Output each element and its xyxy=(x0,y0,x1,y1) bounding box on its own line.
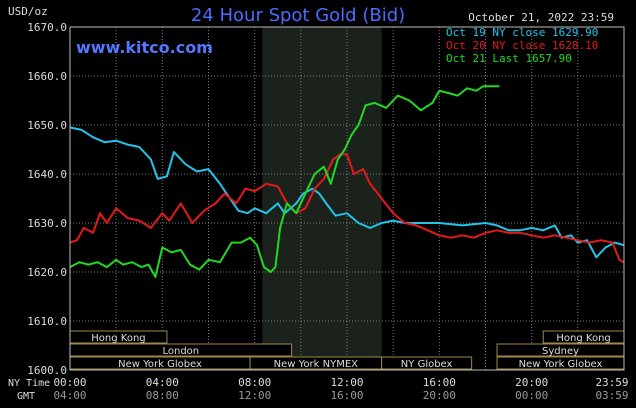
market-session-boxes: Hong Kong London New York Globex New York N… xyxy=(69,330,625,370)
y-tick-label: 1640.0 xyxy=(27,168,67,181)
x-tick-label-ny: 04:00 xyxy=(146,376,179,389)
market-session-box xyxy=(381,356,473,370)
x-tick-label-gmt: 00:00 xyxy=(515,389,548,402)
y-tick-label: 1610.0 xyxy=(27,315,67,328)
chart-date: October 21, 2022 23:59 xyxy=(468,11,614,24)
market-session-label: New York Globex xyxy=(118,359,202,370)
x-tick-label-gmt: 03:59 xyxy=(595,389,628,402)
x-tick-label-gmt: 12:00 xyxy=(238,389,271,402)
market-session-label: Hong Kong xyxy=(91,333,145,344)
market-session-label: NY Globex xyxy=(401,359,453,370)
x-tick-label-ny: 00:00 xyxy=(53,376,86,389)
kitco-watermark: www.kitco.com xyxy=(76,38,213,57)
legend-series-3: Oct 21 Last 1657.90 xyxy=(446,52,572,65)
market-session-label: Sydney xyxy=(542,346,579,357)
legend-series-2: Oct 20 NY close 1628.10 xyxy=(446,39,598,52)
market-session-label: New York NYMEX xyxy=(274,359,359,370)
gmt-label: GMT xyxy=(17,391,35,402)
y-tick-label: 1600.0 xyxy=(27,364,67,377)
y-tick-label: 1660.0 xyxy=(27,70,67,83)
series-line-3 xyxy=(69,85,500,278)
x-tick-label-gmt: 16:00 xyxy=(330,389,363,402)
x-tick-label-gmt: 04:00 xyxy=(53,389,86,402)
series-line-2 xyxy=(69,153,625,264)
legend: Oct 19 NY close 1629.90 Oct 20 NY close … xyxy=(446,26,598,65)
ny-time-label: NY Time xyxy=(8,378,50,389)
y-tick-label: 1670.0 xyxy=(27,21,67,34)
y-axis-unit-label: USD/oz xyxy=(8,5,48,18)
x-tick-label-ny: 23:59 xyxy=(595,376,628,389)
series-lines xyxy=(69,85,625,278)
market-session-label: New York Globex xyxy=(519,359,603,370)
y-tick-label: 1620.0 xyxy=(27,266,67,279)
market-session-label: London xyxy=(162,346,199,357)
chart-title: 24 Hour Spot Gold (Bid) xyxy=(191,5,405,26)
y-tick-label: 1650.0 xyxy=(27,119,67,132)
legend-series-1: Oct 19 NY close 1629.90 xyxy=(446,26,598,39)
series-line-1 xyxy=(69,126,625,259)
axes: 1600.0 1610.0 1620.0 1630.0 1640.0 1650.0 1660… xyxy=(27,21,628,402)
x-tick-label-ny: 16:00 xyxy=(423,376,456,389)
x-tick-label-ny: 08:00 xyxy=(238,376,271,389)
y-tick-label: 1630.0 xyxy=(27,217,67,230)
x-tick-label-ny: 12:00 xyxy=(330,376,363,389)
plot-frame xyxy=(69,26,625,371)
x-tick-label-gmt: 08:00 xyxy=(146,389,179,402)
x-tick-label-ny: 20:00 xyxy=(515,376,548,389)
x-tick-label-gmt: 20:00 xyxy=(423,389,456,402)
market-session-label: Hong Kong xyxy=(556,333,610,344)
